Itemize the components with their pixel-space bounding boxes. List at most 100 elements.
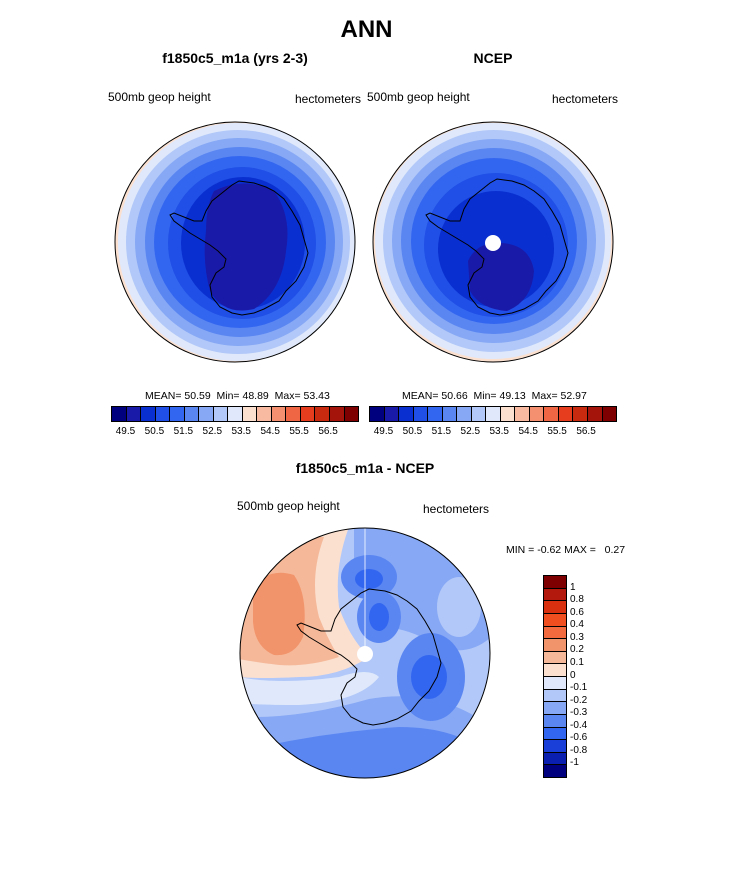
diff-colorbar-swatch bbox=[544, 702, 566, 715]
colorbar-tick-label: 52.5 bbox=[202, 426, 223, 437]
diff-colorbar-swatch bbox=[544, 588, 566, 602]
diff-colorbar-swatch bbox=[544, 689, 566, 703]
panel-1-polar-map bbox=[114, 121, 356, 363]
diff-panel-pole-hole bbox=[357, 646, 373, 662]
diff-colorbar-label: -0.4 bbox=[570, 719, 588, 731]
colorbar-swatch bbox=[428, 407, 443, 421]
colorbar-swatch bbox=[442, 407, 458, 421]
panel-2-polar-map bbox=[372, 121, 614, 363]
colorbar-tick-label: 50.5 bbox=[402, 426, 423, 437]
panel-2-title: NCEP bbox=[473, 50, 513, 66]
colorbar-tick-label: 51.5 bbox=[173, 426, 194, 437]
colorbar-swatch bbox=[112, 407, 127, 421]
colorbar-swatch bbox=[170, 407, 185, 421]
figure-title: ANN bbox=[340, 16, 393, 43]
panel-1-stats: MEAN= 50.59 Min= 48.89 Max= 53.43 bbox=[145, 390, 330, 402]
colorbar-swatch bbox=[300, 407, 316, 421]
diff-colorbar-label: 0.8 bbox=[570, 594, 584, 606]
diff-colorbar-swatch bbox=[544, 626, 566, 640]
diff-panel-variable-label: 500mb geop height bbox=[237, 499, 340, 513]
colorbar-swatch bbox=[141, 407, 156, 421]
colorbar-swatch bbox=[370, 407, 385, 421]
diff-colorbar-swatch bbox=[544, 651, 566, 665]
colorbar-swatch bbox=[500, 407, 516, 421]
colorbar-swatch bbox=[184, 407, 200, 421]
panel-1-units-label: hectometers bbox=[295, 92, 362, 106]
diff-colorbar-label: 0.6 bbox=[570, 606, 584, 618]
colorbar-swatch bbox=[329, 407, 345, 421]
diff-panel-units-label: hectometers bbox=[423, 502, 490, 516]
colorbar-swatch bbox=[529, 407, 545, 421]
panel-1-title: f1850c5_m1a (yrs 2-3) bbox=[162, 50, 308, 66]
panel-2-pole-hole bbox=[485, 235, 501, 251]
colorbar-swatch bbox=[558, 407, 574, 421]
colorbar-swatch bbox=[126, 407, 142, 421]
diff-colorbar-swatch bbox=[544, 639, 566, 652]
colorbar-tick-label: 49.5 bbox=[373, 426, 394, 437]
colorbar-tick-label: 56.5 bbox=[576, 426, 596, 437]
diff-panel-title: f1850c5_m1a - NCEP bbox=[295, 460, 435, 476]
colorbar-tick-label: 53.5 bbox=[231, 426, 251, 437]
diff-panel-stats: MIN = -0.62 MAX = 0.27 bbox=[506, 544, 626, 556]
colorbar-swatch bbox=[228, 407, 243, 421]
diff-colorbar-swatch bbox=[544, 601, 566, 614]
diff-colorbar-label: 0.3 bbox=[570, 631, 584, 643]
diff-colorbar-label: -0.6 bbox=[570, 732, 588, 744]
panel-1-antarctica-coastline bbox=[169, 180, 309, 316]
diff-panel-polar-map bbox=[239, 527, 491, 779]
colorbar-swatch bbox=[344, 407, 359, 421]
diff-colorbar-swatch bbox=[544, 752, 566, 766]
colorbar-tick-label: 49.5 bbox=[115, 426, 136, 437]
panel-2-stats: MEAN= 50.66 Min= 49.13 Max= 52.97 bbox=[402, 390, 587, 402]
diff-colorbar-label: -0.2 bbox=[570, 694, 588, 706]
colorbar-swatch bbox=[384, 407, 400, 421]
colorbar-swatch bbox=[242, 407, 258, 421]
colorbar-tick-label: 55.5 bbox=[547, 426, 567, 437]
colorbar-swatch bbox=[271, 407, 287, 421]
colorbar-swatch bbox=[486, 407, 501, 421]
diff-colorbar-label: 0.1 bbox=[570, 656, 584, 668]
diff-colorbar-label: 0.2 bbox=[570, 644, 584, 656]
diff-colorbar-swatch bbox=[544, 664, 566, 677]
colorbar-swatch bbox=[286, 407, 301, 421]
colorbar-tick-label: 53.5 bbox=[489, 426, 509, 437]
diff-colorbar-label: 1 bbox=[570, 581, 576, 593]
diff-colorbar-swatch bbox=[544, 677, 566, 690]
colorbar-swatch bbox=[199, 407, 214, 421]
colorbar-tick-label: 56.5 bbox=[318, 426, 338, 437]
colorbar-swatch bbox=[155, 407, 171, 421]
diff-colorbar-swatch bbox=[544, 613, 566, 627]
panel-2-colorbar bbox=[369, 406, 617, 422]
diff-colorbar-label: -0.3 bbox=[570, 707, 588, 719]
colorbar-swatch bbox=[573, 407, 588, 421]
diff-colorbar-label: -1 bbox=[570, 757, 579, 769]
colorbar-swatch bbox=[257, 407, 272, 421]
colorbar-tick-label: 55.5 bbox=[289, 426, 309, 437]
colorbar-tick-label: 51.5 bbox=[431, 426, 452, 437]
panel-1-colorbar bbox=[111, 406, 359, 422]
panel-2-units-label: hectometers bbox=[552, 92, 619, 106]
colorbar-swatch bbox=[587, 407, 603, 421]
colorbar-swatch bbox=[515, 407, 530, 421]
diff-colorbar-swatch bbox=[544, 576, 566, 589]
colorbar-swatch bbox=[544, 407, 559, 421]
colorbar-tick-label: 54.5 bbox=[518, 426, 538, 437]
colorbar-tick-label: 50.5 bbox=[144, 426, 165, 437]
diff-colorbar-label: 0 bbox=[570, 669, 576, 681]
colorbar-swatch bbox=[471, 407, 487, 421]
panel-2-antarctica-coastline bbox=[425, 178, 569, 316]
colorbar-tick-label: 52.5 bbox=[460, 426, 481, 437]
colorbar-swatch bbox=[399, 407, 414, 421]
colorbar-swatch bbox=[457, 407, 472, 421]
panel-2-variable-label: 500mb geop height bbox=[367, 90, 470, 104]
colorbar-swatch bbox=[213, 407, 229, 421]
diff-colorbar-swatch bbox=[544, 727, 566, 741]
colorbar-swatch bbox=[602, 407, 617, 421]
diff-panel-antarctica-coastline bbox=[296, 588, 442, 726]
diff-colorbar bbox=[543, 575, 567, 778]
diff-colorbar-label: -0.8 bbox=[570, 744, 588, 756]
diff-colorbar-swatch bbox=[544, 714, 566, 728]
colorbar-swatch bbox=[413, 407, 429, 421]
diff-colorbar-label: 0.4 bbox=[570, 619, 584, 631]
panel-1-variable-label: 500mb geop height bbox=[108, 90, 211, 104]
